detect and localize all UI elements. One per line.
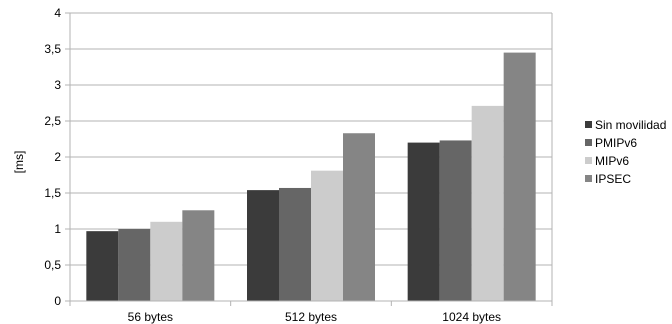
bar-sin-movilidad-1: [247, 190, 279, 301]
y-tick-label: 4: [54, 6, 61, 20]
bar-mipv6-1: [311, 170, 343, 301]
x-tick-label: 1024 bytes: [442, 310, 501, 324]
bar-mipv6-2: [471, 105, 504, 301]
y-tick-label: 0: [54, 294, 61, 308]
x-tick-label: 512 bytes: [285, 310, 337, 324]
bar-sin-movilidad-0: [86, 231, 119, 301]
bar-pmipv6-0: [118, 229, 151, 301]
x-tick-labels: 56 bytes 512 bytes 1024 bytes: [128, 310, 501, 324]
legend-swatch: [585, 175, 592, 182]
legend-swatch: [585, 139, 592, 146]
bar-ipsec-1: [343, 133, 375, 301]
y-tick-label: 1,5: [44, 186, 61, 200]
bar-ipsec-0: [182, 210, 215, 301]
legend-label: IPSEC: [595, 172, 631, 186]
y-tick-label: 1: [54, 222, 61, 236]
legend-label: PMIPv6: [595, 136, 637, 150]
bar-sin-movilidad-2: [407, 142, 440, 301]
bars: [86, 52, 536, 301]
bar-pmipv6-1: [279, 187, 311, 301]
x-tick-label: 56 bytes: [128, 310, 173, 324]
y-axis-label: [ms]: [12, 151, 26, 174]
y-tick-label: 3,5: [44, 42, 61, 56]
legend-label: MIPv6: [595, 154, 629, 168]
legend: Sin movilidad PMIPv6 MIPv6 IPSEC: [585, 118, 666, 186]
legend-swatch: [585, 157, 592, 164]
y-tick-label: 0,5: [44, 258, 61, 272]
legend-label: Sin movilidad: [595, 118, 666, 132]
y-tick-label: 2: [54, 150, 61, 164]
axes: [65, 12, 553, 306]
y-tick-labels: 0 0,5 1 1,5 2 2,5 3 3,5 4: [44, 6, 61, 308]
bar-pmipv6-2: [439, 140, 472, 301]
bar-ipsec-2: [503, 52, 536, 301]
y-tick-label: 3: [54, 78, 61, 92]
bar-mipv6-0: [150, 221, 183, 301]
y-tick-label: 2,5: [44, 114, 61, 128]
legend-swatch: [585, 121, 592, 128]
